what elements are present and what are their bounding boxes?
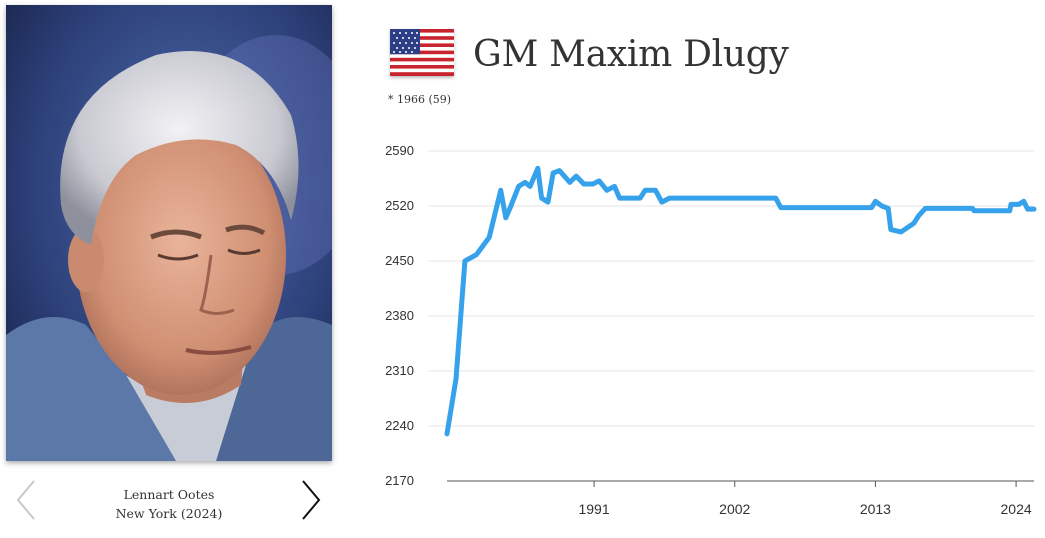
chevron-right-icon bbox=[302, 480, 321, 520]
y-tick-label: 2450 bbox=[385, 253, 414, 268]
us-flag-icon bbox=[390, 29, 454, 76]
y-tick-label: 2520 bbox=[385, 198, 414, 213]
birth-info: * 1966 (59) bbox=[388, 93, 451, 106]
y-tick-label: 2380 bbox=[385, 308, 414, 323]
y-tick-label: 2590 bbox=[385, 143, 414, 158]
next-photo-button[interactable] bbox=[297, 478, 327, 522]
y-tick-label: 2170 bbox=[385, 473, 414, 488]
player-portrait-image bbox=[6, 5, 332, 461]
flag-image bbox=[390, 29, 454, 76]
photo-credit: Lennart Ootes bbox=[123, 487, 215, 502]
x-tick-label: 1991 bbox=[578, 501, 609, 517]
x-tick-label: 2013 bbox=[860, 501, 891, 517]
player-photo bbox=[6, 5, 332, 461]
birth-marker: * bbox=[388, 93, 394, 106]
y-tick-label: 2310 bbox=[385, 363, 414, 378]
x-tick-label: 2024 bbox=[1001, 501, 1032, 517]
previous-photo-button[interactable] bbox=[12, 478, 42, 522]
chevron-left-icon bbox=[16, 480, 35, 520]
rating-series-line bbox=[444, 165, 1037, 437]
birth-year-age: 1966 (59) bbox=[397, 93, 452, 106]
player-name: GM Maxim Dlugy bbox=[473, 34, 789, 75]
x-tick-label: 2002 bbox=[719, 501, 750, 517]
photo-caption: Lennart Ootes New York (2024) bbox=[80, 485, 258, 523]
photo-location: New York (2024) bbox=[115, 506, 223, 521]
y-tick-label: 2240 bbox=[385, 418, 414, 433]
rating-history-chart: 2170 2240 2310 2380 2450 2520 2590 1991 2002 2013… bbox=[385, 143, 1037, 517]
